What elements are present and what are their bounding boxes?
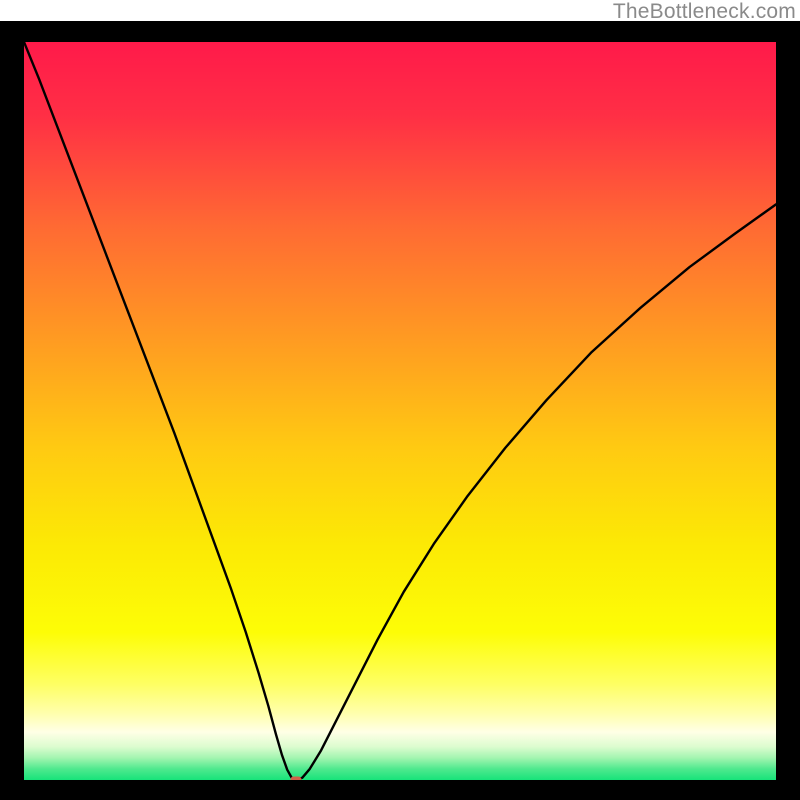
chart-frame-bar — [0, 780, 800, 800]
chart-frame-bar — [776, 21, 800, 800]
minimum-marker — [291, 777, 302, 781]
watermark: TheBottleneck.com — [613, 0, 796, 24]
bottleneck-curve — [24, 42, 776, 780]
chart-frame-bar — [0, 21, 24, 800]
chart-frame-bar — [0, 21, 800, 42]
plot-area — [24, 42, 776, 780]
